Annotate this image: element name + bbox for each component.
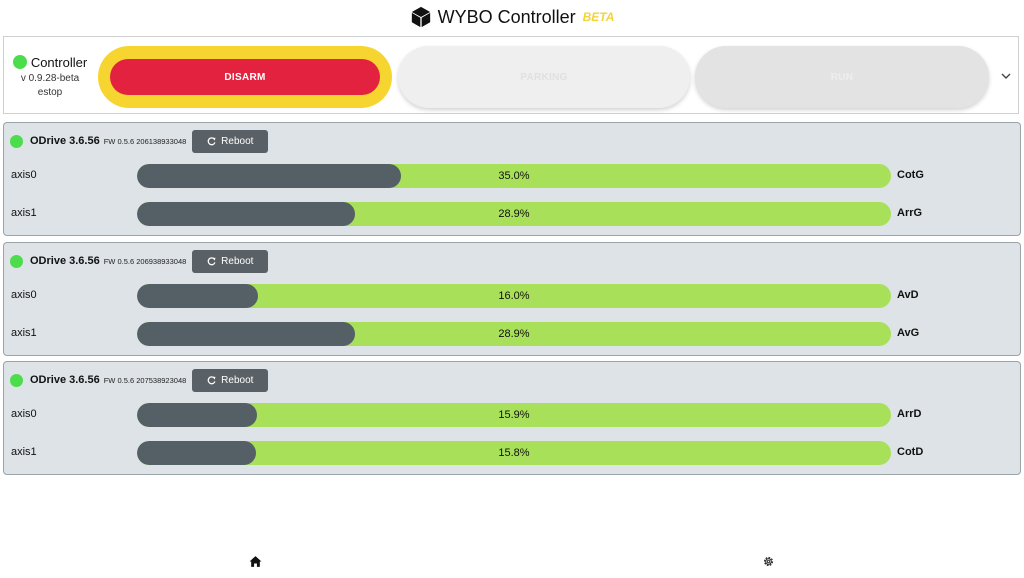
drive-name: ODrive 3.6.56 [30, 374, 100, 386]
run-button[interactable]: RUN [695, 46, 989, 108]
drive-status-indicator [10, 373, 23, 387]
reboot-button[interactable]: Reboot [192, 129, 269, 153]
axis-progress-bar: 16.0% [137, 284, 891, 308]
drive-status-indicator [10, 254, 23, 268]
refresh-icon [207, 136, 216, 145]
run-label: RUN [830, 71, 854, 83]
axis-progress-fill [137, 403, 257, 427]
axis-progress-fill [137, 441, 256, 465]
axis-name: AvD [897, 289, 919, 301]
axis-label: axis1 [11, 207, 37, 219]
refresh-icon [207, 256, 216, 265]
axis-row: axis0 16.0% AvD [4, 284, 1020, 308]
reboot-label: Reboot [221, 255, 254, 267]
odrive-panel: ODrive 3.6.56 FW 0.5.6 206938933048 Rebo… [3, 242, 1021, 356]
odrive-panel: ODrive 3.6.56 FW 0.5.6 206138933048 Rebo… [3, 122, 1021, 236]
axis-progress-bar: 15.9% [137, 403, 891, 427]
axis-percent: 28.9% [498, 208, 530, 220]
controller-bar: Controller v 0.9.28-beta estop DISARM PA… [3, 36, 1019, 114]
axis-label: axis1 [11, 327, 37, 339]
axis-percent: 15.9% [498, 409, 530, 421]
controller-version: v 0.9.28-beta [20, 72, 80, 84]
home-icon[interactable] [249, 555, 262, 568]
cube-icon [411, 6, 430, 28]
disarm-mode-frame: DISARM [98, 46, 392, 108]
axis-percent: 28.9% [498, 328, 530, 340]
axis-progress-fill [137, 284, 258, 308]
axis-row: axis1 28.9% AvG [4, 322, 1020, 346]
chevron-down-icon[interactable] [1000, 70, 1012, 82]
app-header: WYBO Controller BETA [0, 0, 1024, 34]
axis-label: axis1 [11, 446, 37, 458]
axis-name: ArrG [897, 207, 923, 219]
reboot-label: Reboot [221, 374, 254, 386]
reboot-button[interactable]: Reboot [192, 368, 269, 392]
axis-name: CotD [897, 446, 924, 458]
odrive-panel: ODrive 3.6.56 FW 0.5.6 207538923048 Rebo… [3, 361, 1021, 475]
disarm-label: DISARM [224, 71, 266, 83]
axis-row: axis0 15.9% ArrD [4, 403, 1020, 427]
drive-firmware: FW 0.5.6 206938933048 [103, 256, 187, 266]
controller-state: estop [37, 86, 63, 98]
bottom-nav [0, 548, 1024, 578]
gear-icon[interactable] [762, 555, 775, 568]
axis-progress-fill [137, 164, 401, 188]
axis-row: axis1 28.9% ArrG [4, 202, 1020, 226]
drive-firmware: FW 0.5.6 207538923048 [103, 375, 187, 385]
parking-label: PARKING [520, 71, 568, 83]
drive-firmware: FW 0.5.6 206138933048 [103, 136, 187, 146]
drive-name: ODrive 3.6.56 [30, 135, 100, 147]
app-title: WYBO Controller [437, 6, 576, 27]
parking-button[interactable]: PARKING [398, 46, 690, 108]
drive-name: ODrive 3.6.56 [30, 255, 100, 267]
axis-progress-bar: 15.8% [137, 441, 891, 465]
controller-name: Controller [30, 54, 88, 70]
axis-progress-fill [137, 322, 355, 346]
logo: WYBO Controller BETA [410, 6, 615, 28]
reboot-label: Reboot [221, 135, 254, 147]
axis-label: axis0 [11, 289, 37, 301]
axis-progress-bar: 28.9% [137, 322, 891, 346]
axis-label: axis0 [11, 169, 37, 181]
axis-progress-fill [137, 202, 355, 226]
beta-badge: BETA [582, 10, 615, 24]
axis-name: AvG [897, 327, 920, 339]
reboot-button[interactable]: Reboot [192, 249, 269, 273]
drive-status-indicator [10, 134, 23, 148]
refresh-icon [207, 375, 216, 384]
axis-row: axis0 35.0% CotG [4, 164, 1020, 188]
axis-progress-bar: 28.9% [137, 202, 891, 226]
axis-row: axis1 15.8% CotD [4, 441, 1020, 465]
axis-label: axis0 [11, 408, 37, 420]
axis-name: ArrD [897, 408, 922, 420]
axis-percent: 35.0% [498, 170, 530, 182]
axis-percent: 16.0% [498, 290, 530, 302]
controller-status-indicator [12, 55, 27, 69]
disarm-button[interactable]: DISARM [110, 59, 380, 95]
axis-name: CotG [897, 169, 924, 181]
controller-info: Controller v 0.9.28-beta estop [4, 37, 96, 115]
axis-progress-bar: 35.0% [137, 164, 891, 188]
axis-percent: 15.8% [498, 447, 530, 459]
